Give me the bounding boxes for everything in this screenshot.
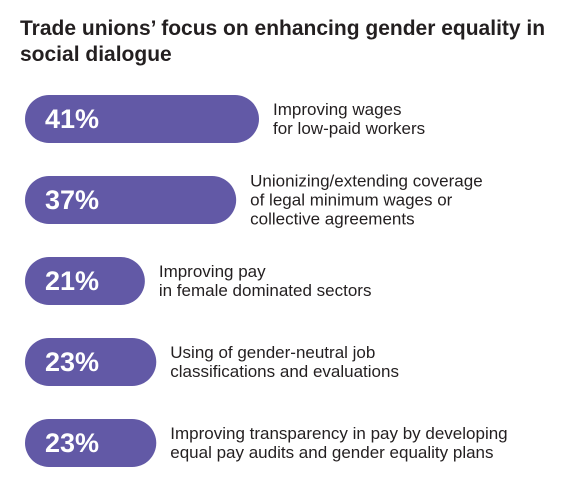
category-label-line: for low-paid workers: [273, 119, 425, 138]
category-label-line: collective agreements: [250, 210, 414, 229]
bar-value-label-1: 41%: [45, 104, 99, 134]
category-label-line: Using of gender-neutral job: [170, 343, 375, 362]
bar-value-label-2: 37%: [45, 185, 99, 215]
bar-value-label-3: 21%: [45, 266, 99, 296]
category-label-line: Improving transparency in pay by develop…: [170, 424, 507, 443]
category-label-line: classifications and evaluations: [170, 362, 399, 381]
bar-2: [25, 176, 237, 224]
category-label-line: Improving pay: [159, 262, 266, 281]
bar-3: [25, 257, 145, 305]
category-label-3: Improving pay in female dominated sectors: [159, 262, 372, 300]
category-label-2: Unionizing/extending coverage of legal mi…: [250, 172, 482, 229]
chart-title: Trade unions’ focus on enhancing gender …: [20, 17, 546, 66]
category-label-line: in female dominated sectors: [159, 281, 372, 300]
category-label-line: Unionizing/extending coverage: [250, 172, 482, 191]
bar-value-label-4: 23%: [45, 347, 99, 377]
category-label-line: Improving wages: [273, 100, 402, 119]
bar-4: [25, 338, 157, 386]
bar-value-label-5: 23%: [45, 428, 99, 458]
category-label-5: Improving transparency in pay by develop…: [170, 424, 507, 462]
bar-1: [25, 95, 259, 143]
bar-5: [25, 419, 157, 467]
category-label-line: of legal minimum wages or: [250, 191, 453, 210]
category-label-1: Improving wages for low-paid workers: [273, 100, 425, 138]
category-label-line: equal pay audits and gender equality pla…: [170, 443, 493, 462]
category-label-4: Using of gender-neutral job classificatio…: [170, 343, 399, 381]
